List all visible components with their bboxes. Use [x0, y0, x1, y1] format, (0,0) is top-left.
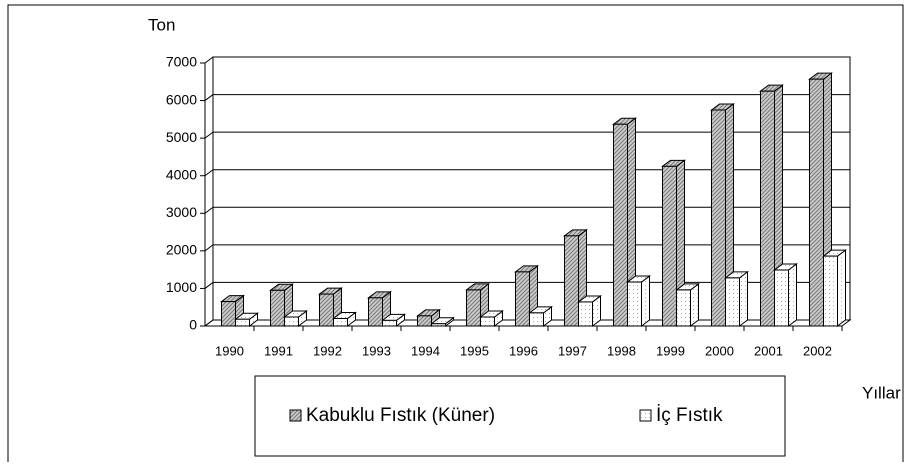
- y-tick-label: 6000: [166, 91, 197, 107]
- bar-side: [837, 249, 846, 327]
- x-tick-label: 1997: [558, 343, 587, 358]
- bar: [479, 309, 504, 327]
- bar-front: [774, 269, 789, 327]
- bar: [381, 313, 406, 327]
- bar: [577, 294, 602, 327]
- bar: [661, 159, 686, 327]
- bar-front: [564, 235, 579, 327]
- bar: [234, 312, 259, 327]
- bar-front: [676, 289, 691, 327]
- bar-side: [739, 270, 748, 327]
- legend-swatch: [289, 409, 302, 422]
- y-tick-label: 3000: [166, 204, 197, 220]
- bar: [612, 117, 637, 327]
- bar-side: [641, 275, 650, 327]
- grid-line: [204, 131, 214, 139]
- bar: [318, 287, 343, 327]
- legend-label: Kabuklu Fıstık (Küner): [306, 405, 495, 426]
- bar-front: [417, 315, 432, 327]
- x-tick-label: 2000: [705, 343, 734, 358]
- y-tick-label: 4000: [166, 166, 197, 182]
- bar-front: [333, 317, 348, 327]
- grid-line: [204, 94, 214, 101]
- bar-front: [627, 281, 642, 327]
- legend-label: İç Fıstık: [656, 405, 723, 426]
- bar-front: [319, 293, 334, 327]
- chart-frame: [7, 4, 904, 467]
- y-tick-label: 7000: [166, 54, 197, 70]
- y-tick-label: 5000: [166, 129, 197, 145]
- legend-swatch: [639, 409, 652, 422]
- bar-front: [662, 165, 677, 327]
- bar-front: [578, 301, 593, 327]
- bar-front: [270, 289, 285, 327]
- y-tick-label: 0: [189, 317, 197, 333]
- x-tick-label: 2002: [803, 343, 832, 358]
- grid-line: [204, 56, 214, 64]
- x-tick-label: 1998: [607, 343, 636, 358]
- grid-line: [204, 169, 214, 177]
- bar-front: [466, 289, 481, 327]
- grid-line: [204, 244, 214, 252]
- x-tick-label: 1999: [656, 343, 685, 358]
- bar: [724, 270, 749, 327]
- x-axis-label: Yıllar: [862, 383, 901, 402]
- y-axis-label: Ton: [148, 15, 175, 34]
- bar: [283, 309, 308, 327]
- x-tick-label: 1993: [362, 343, 391, 358]
- bar-front: [431, 323, 446, 327]
- bar-front: [284, 316, 299, 327]
- bar-front: [809, 78, 824, 327]
- legend-box: [254, 375, 786, 457]
- bar-side: [788, 263, 797, 327]
- x-tick-label: 1994: [411, 343, 440, 358]
- x-tick-label: 1991: [264, 343, 293, 358]
- y-tick-label: 2000: [166, 242, 197, 258]
- bar: [822, 249, 847, 327]
- grid-line: [204, 282, 214, 289]
- x-tick-label: 1995: [460, 343, 489, 358]
- x-tick-label: 1996: [509, 343, 538, 358]
- y-tick-label: 1000: [166, 279, 197, 295]
- bar-side: [690, 282, 699, 327]
- x-tick-label: 2001: [754, 343, 783, 358]
- bar: [773, 263, 798, 327]
- bar: [675, 282, 700, 327]
- x-tick-label: 1990: [215, 343, 244, 358]
- bar-front: [480, 316, 495, 327]
- bar-front: [382, 319, 397, 327]
- bar: [710, 102, 735, 327]
- bar: [430, 316, 455, 327]
- bar-front: [221, 301, 236, 327]
- x-tick-label: 1992: [313, 343, 342, 358]
- bar-front: [760, 90, 775, 327]
- bar-front: [529, 312, 544, 327]
- bar: [626, 275, 651, 327]
- bar-front: [823, 255, 838, 327]
- grid-line: [204, 206, 214, 214]
- bar-front: [613, 123, 628, 327]
- bar-front: [711, 109, 726, 327]
- grid-line: [204, 319, 214, 327]
- bar: [528, 305, 553, 327]
- bar-front: [235, 318, 250, 327]
- bar-front: [725, 277, 740, 327]
- bar: [332, 311, 357, 327]
- bar-front: [515, 271, 530, 327]
- bar-front: [368, 297, 383, 327]
